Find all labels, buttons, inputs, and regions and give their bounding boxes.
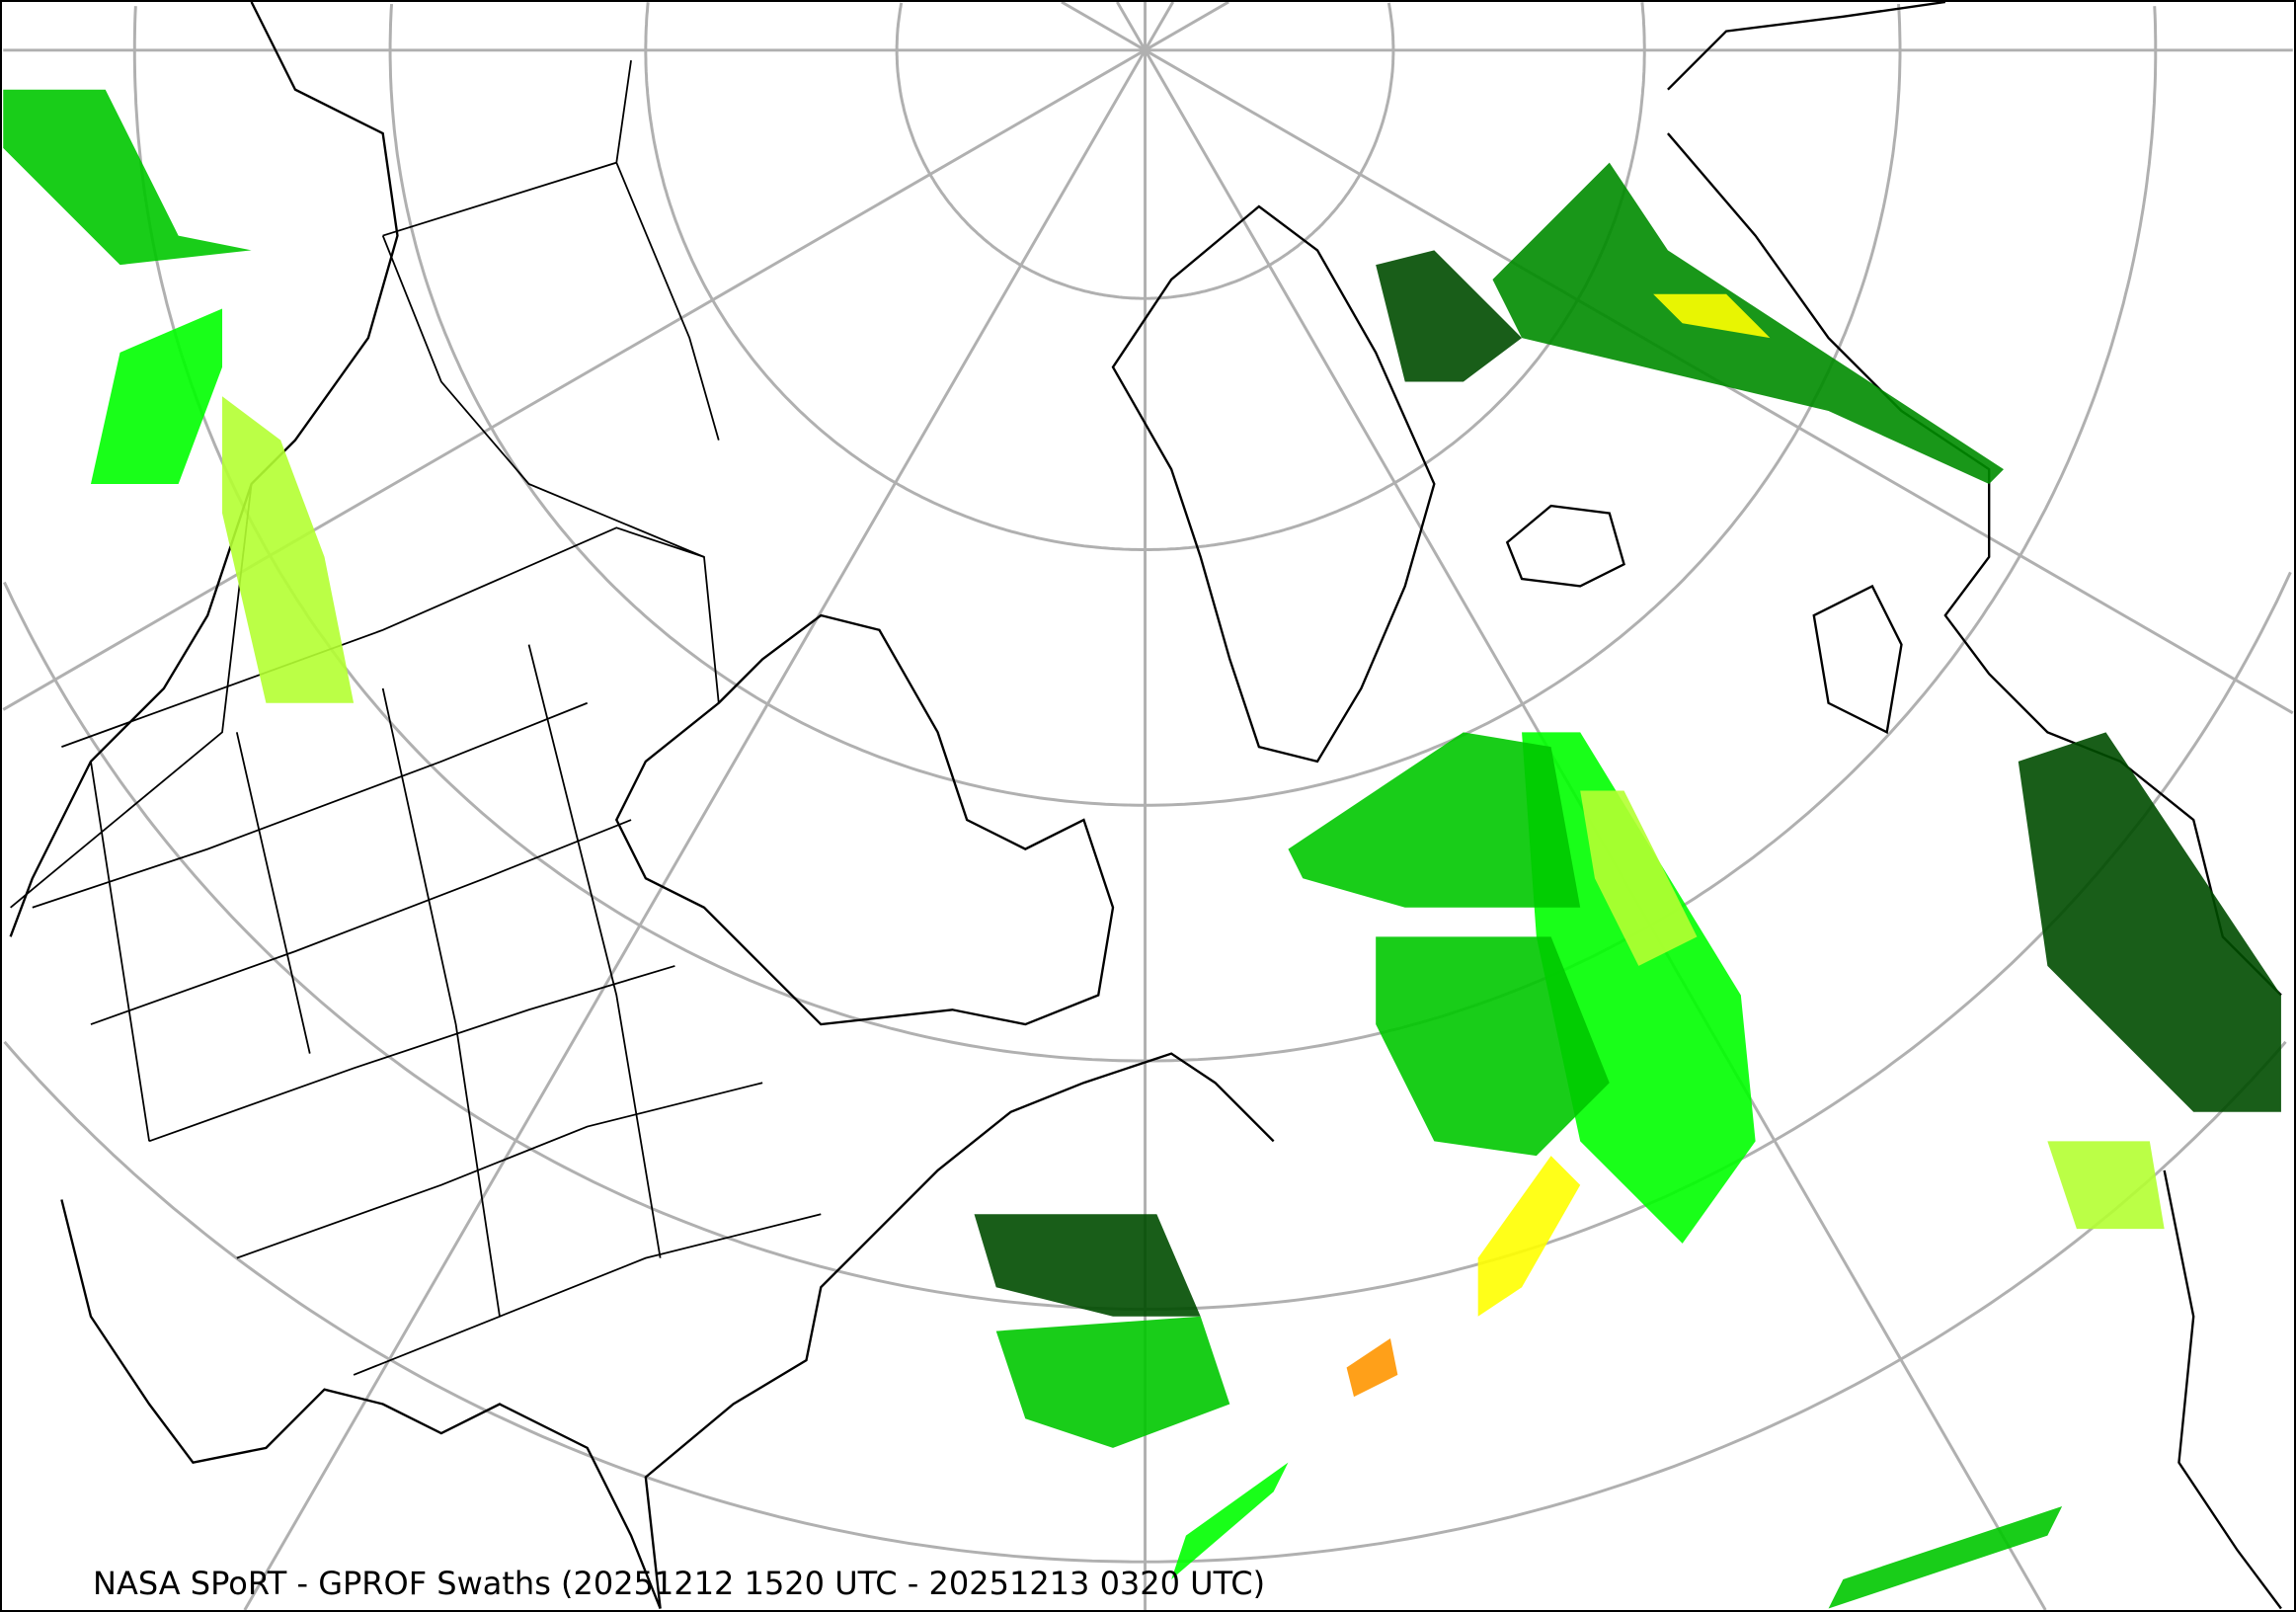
precip-swath — [3, 89, 252, 266]
precip-swath — [2047, 1141, 2165, 1230]
precip-swath — [1288, 732, 1581, 908]
state-borders — [32, 526, 822, 1376]
coastline-europe — [1667, 2, 2282, 1610]
precip-swath — [1171, 1462, 1289, 1579]
coastlines — [9, 2, 2282, 1610]
precipitation-swaths — [3, 89, 2281, 1609]
latitude-circle — [895, 2, 1395, 300]
meridian-line — [1144, 2, 1229, 52]
precip-swath — [1477, 1156, 1581, 1317]
coastline-hudson — [614, 613, 1115, 1026]
coastline-east-us — [644, 1052, 1275, 1609]
meridian-line — [1116, 2, 1147, 51]
map-caption: NASA SPoRT - GPROF Swaths (20251212 1520… — [93, 1565, 1266, 1602]
latitude-circle — [388, 3, 1902, 807]
precip-swath — [1522, 732, 1756, 1244]
precip-swath — [222, 396, 355, 703]
precip-swath — [1580, 790, 1698, 966]
precip-swath — [90, 308, 223, 484]
precip-swath — [974, 1214, 1201, 1317]
precip-swath — [1376, 936, 1610, 1157]
precip-swath — [1346, 1337, 1398, 1398]
meridian-line — [243, 49, 1147, 1610]
meridian-line — [1061, 2, 1147, 52]
coastline-greenland — [1111, 204, 1436, 764]
precip-swath — [1828, 1506, 2063, 1609]
canada-borders — [10, 60, 720, 909]
meridian-line — [1144, 2, 1175, 51]
meridian-line — [2, 48, 1147, 711]
coastline-iceland — [1505, 504, 1625, 588]
precip-swath — [995, 1316, 1230, 1448]
precip-swath — [2018, 732, 2281, 1112]
precip-swath — [1376, 250, 1523, 382]
precip-swath — [1653, 293, 1771, 339]
